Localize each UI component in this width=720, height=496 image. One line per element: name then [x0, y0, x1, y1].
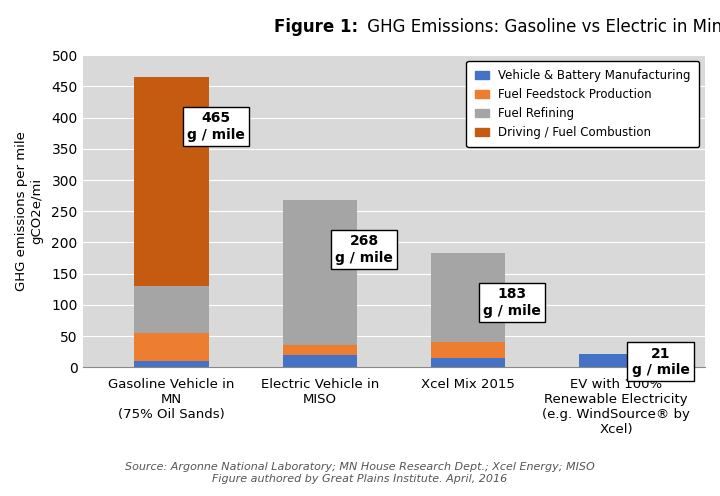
Bar [283, 200, 356, 345]
Bar [579, 354, 653, 367]
Text: 465
g / mile: 465 g / mile [187, 112, 245, 141]
Y-axis label: GHG emissions per mile
gCO2e/mi: GHG emissions per mile gCO2e/mi [15, 131, 43, 291]
Text: 268
g / mile: 268 g / mile [336, 234, 393, 264]
Bar [135, 361, 209, 367]
Bar [283, 345, 356, 355]
Bar [135, 77, 209, 286]
Text: GHG Emissions: Gasoline vs Electric in Minnesota: GHG Emissions: Gasoline vs Electric in M… [362, 18, 720, 36]
Text: 21
g / mile: 21 g / mile [631, 347, 690, 377]
Text: 183
g / mile: 183 g / mile [483, 287, 541, 317]
Bar [283, 355, 356, 367]
Bar [135, 286, 209, 333]
Text: Source: Argonne National Laboratory; MN House Research Dept.; Xcel Energy; MISO
: Source: Argonne National Laboratory; MN … [125, 462, 595, 484]
Bar [431, 253, 505, 342]
Text: Figure 1:: Figure 1: [274, 18, 358, 36]
Bar [431, 358, 505, 367]
Bar [431, 342, 505, 358]
Bar [135, 333, 209, 361]
Legend: Vehicle & Battery Manufacturing, Fuel Feedstock Production, Fuel Refining, Drivi: Vehicle & Battery Manufacturing, Fuel Fe… [467, 61, 699, 147]
